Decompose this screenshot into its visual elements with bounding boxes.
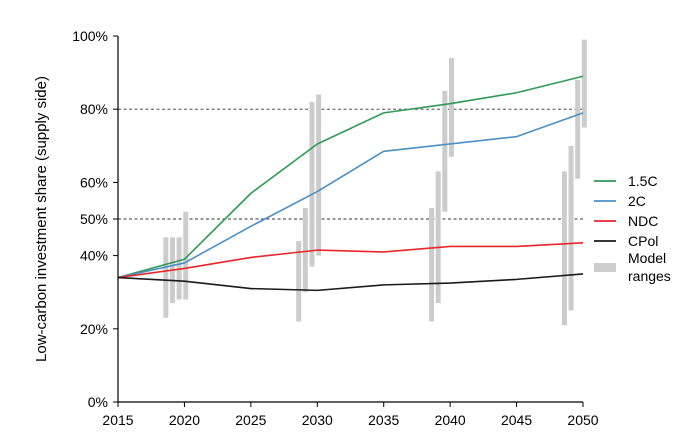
model-range-bar [568, 145, 574, 311]
model-range-bar [442, 90, 448, 212]
y-tick-label: 20% [80, 321, 108, 337]
x-tick-label: 2020 [169, 412, 200, 428]
y-tick-label: 50% [80, 211, 108, 227]
y-tick-label: 0% [88, 394, 108, 410]
model-range-bar [561, 171, 567, 326]
model-range-bar [309, 101, 315, 267]
series-line-ndc [117, 241, 584, 279]
series-line-cpol [117, 273, 584, 292]
model-range-bar [296, 240, 302, 322]
x-tick-label: 2050 [567, 412, 598, 428]
model-range-bar [448, 57, 454, 157]
y-axis-label: Low-carbon investment share (supply side… [33, 76, 50, 362]
legend-label: NDC [628, 213, 658, 229]
model-range-bar [435, 171, 441, 304]
x-axis-ticks: 2015 2020 2025 2030 2035 2040 2045 2050 [102, 402, 599, 428]
legend-swatch-model-ranges [594, 263, 616, 272]
model-range-bar [183, 211, 189, 300]
x-tick-label: 2035 [368, 412, 399, 428]
model-range-bar [581, 39, 587, 128]
x-tick-label: 2025 [235, 412, 266, 428]
y-tick-label: 80% [80, 101, 108, 117]
x-tick-label: 2040 [435, 412, 466, 428]
model-range-bar [575, 79, 581, 179]
legend-label: Model [628, 250, 666, 266]
model-range-bar [163, 237, 169, 318]
series-line-2c [117, 112, 584, 279]
legend-label: 2C [628, 193, 646, 209]
y-axis-ticks: 0% 20% 40% 50% 60% 80% 100% [72, 28, 118, 410]
model-range-bar [316, 94, 322, 256]
legend-label: ranges [628, 268, 671, 284]
legend-label: 1.5C [628, 173, 658, 189]
series-line-1-5c [117, 75, 584, 279]
y-tick-label: 100% [72, 28, 108, 44]
x-tick-label: 2015 [102, 412, 133, 428]
reference-lines [118, 108, 583, 220]
model-range-bars [163, 39, 587, 326]
model-range-bar [302, 208, 308, 293]
x-tick-label: 2045 [501, 412, 532, 428]
model-range-bar [429, 208, 435, 322]
y-tick-label: 40% [80, 248, 108, 264]
legend-label: CPol [628, 233, 658, 249]
series-lines [117, 75, 584, 292]
y-tick-label: 60% [80, 174, 108, 190]
x-tick-label: 2030 [302, 412, 333, 428]
